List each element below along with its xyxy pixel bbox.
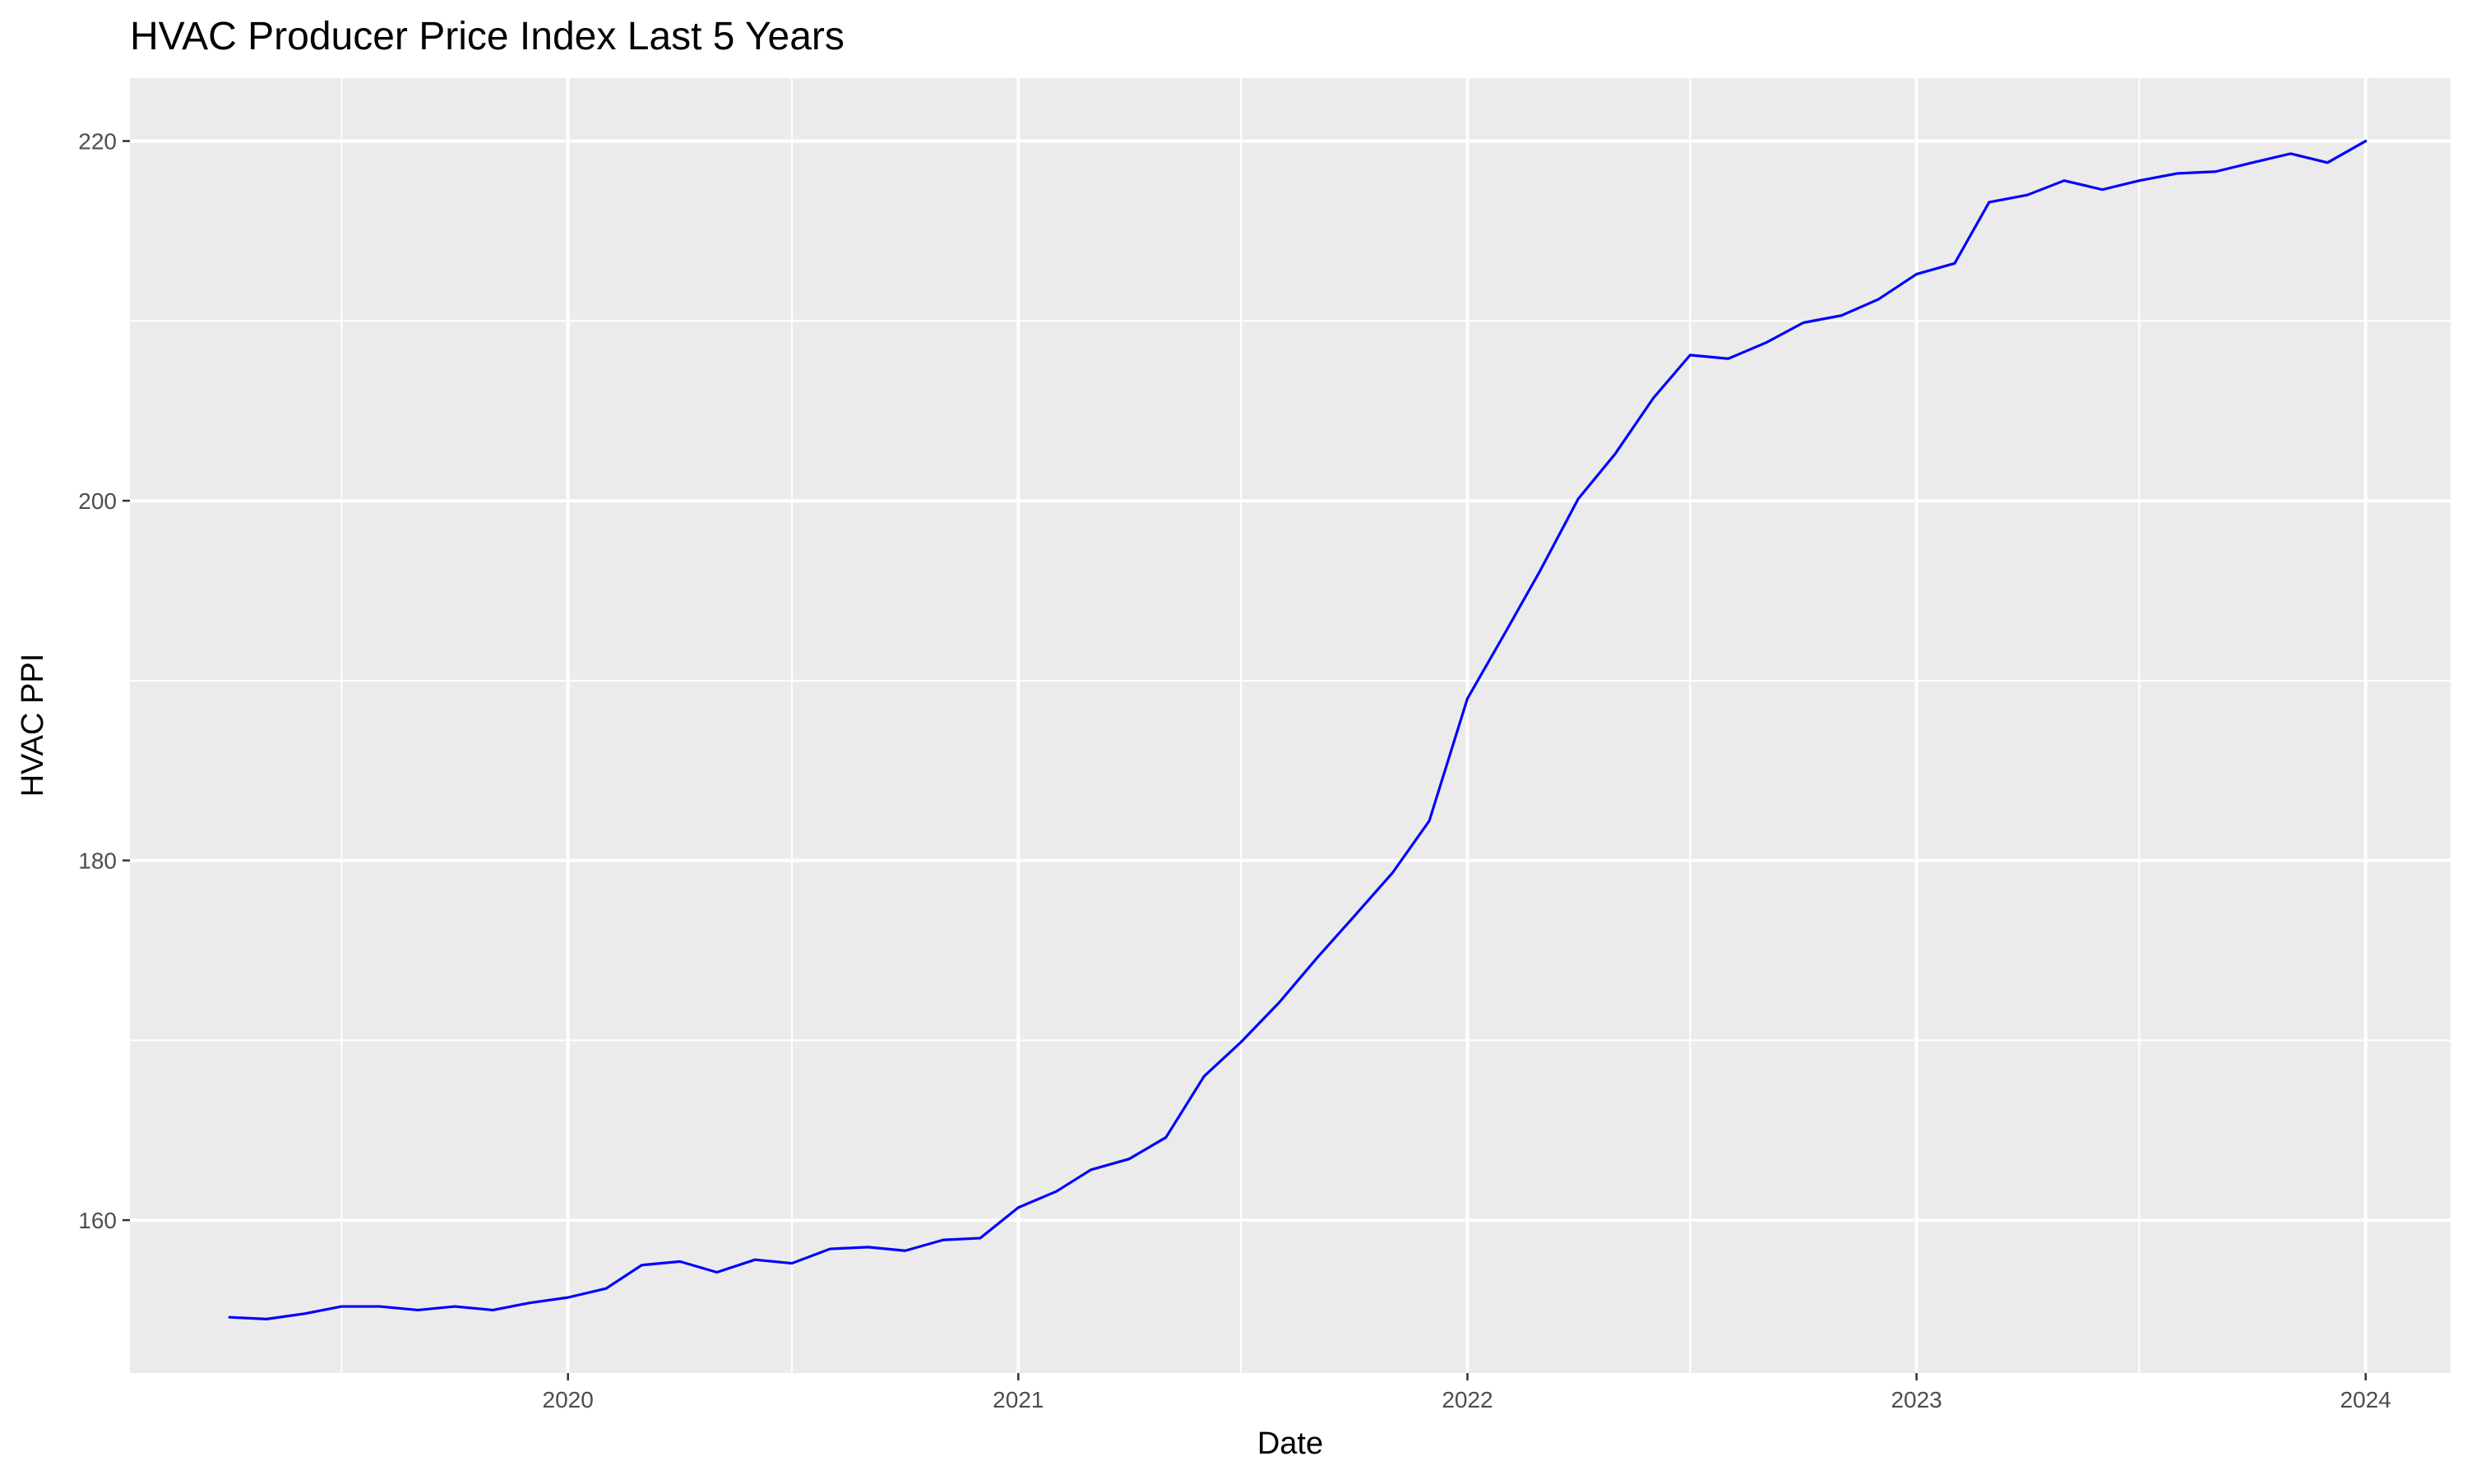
plot-panel [130, 78, 2451, 1373]
x-axis-title: Date [1257, 1426, 1323, 1461]
axes: 160 180 200 220 2020 2021 2022 2023 2024 [78, 129, 2391, 1412]
x-tick-label: 2022 [1442, 1387, 1493, 1412]
y-tick-label: 200 [78, 488, 117, 514]
y-axis-title: HVAC PPI [16, 654, 50, 797]
series-line [228, 139, 2367, 1320]
series-layer [228, 139, 2367, 1320]
x-tick-label: 2020 [543, 1387, 594, 1412]
gridlines [130, 78, 2451, 1373]
x-tick-label: 2023 [1891, 1387, 1942, 1412]
y-tick-label: 160 [78, 1208, 117, 1233]
chart-title: HVAC Producer Price Index Last 5 Years [130, 15, 845, 58]
y-tick-label: 180 [78, 848, 117, 874]
y-tick-label: 220 [78, 129, 117, 155]
x-tick-label: 2024 [2340, 1387, 2391, 1412]
x-tick-label: 2021 [993, 1387, 1044, 1412]
